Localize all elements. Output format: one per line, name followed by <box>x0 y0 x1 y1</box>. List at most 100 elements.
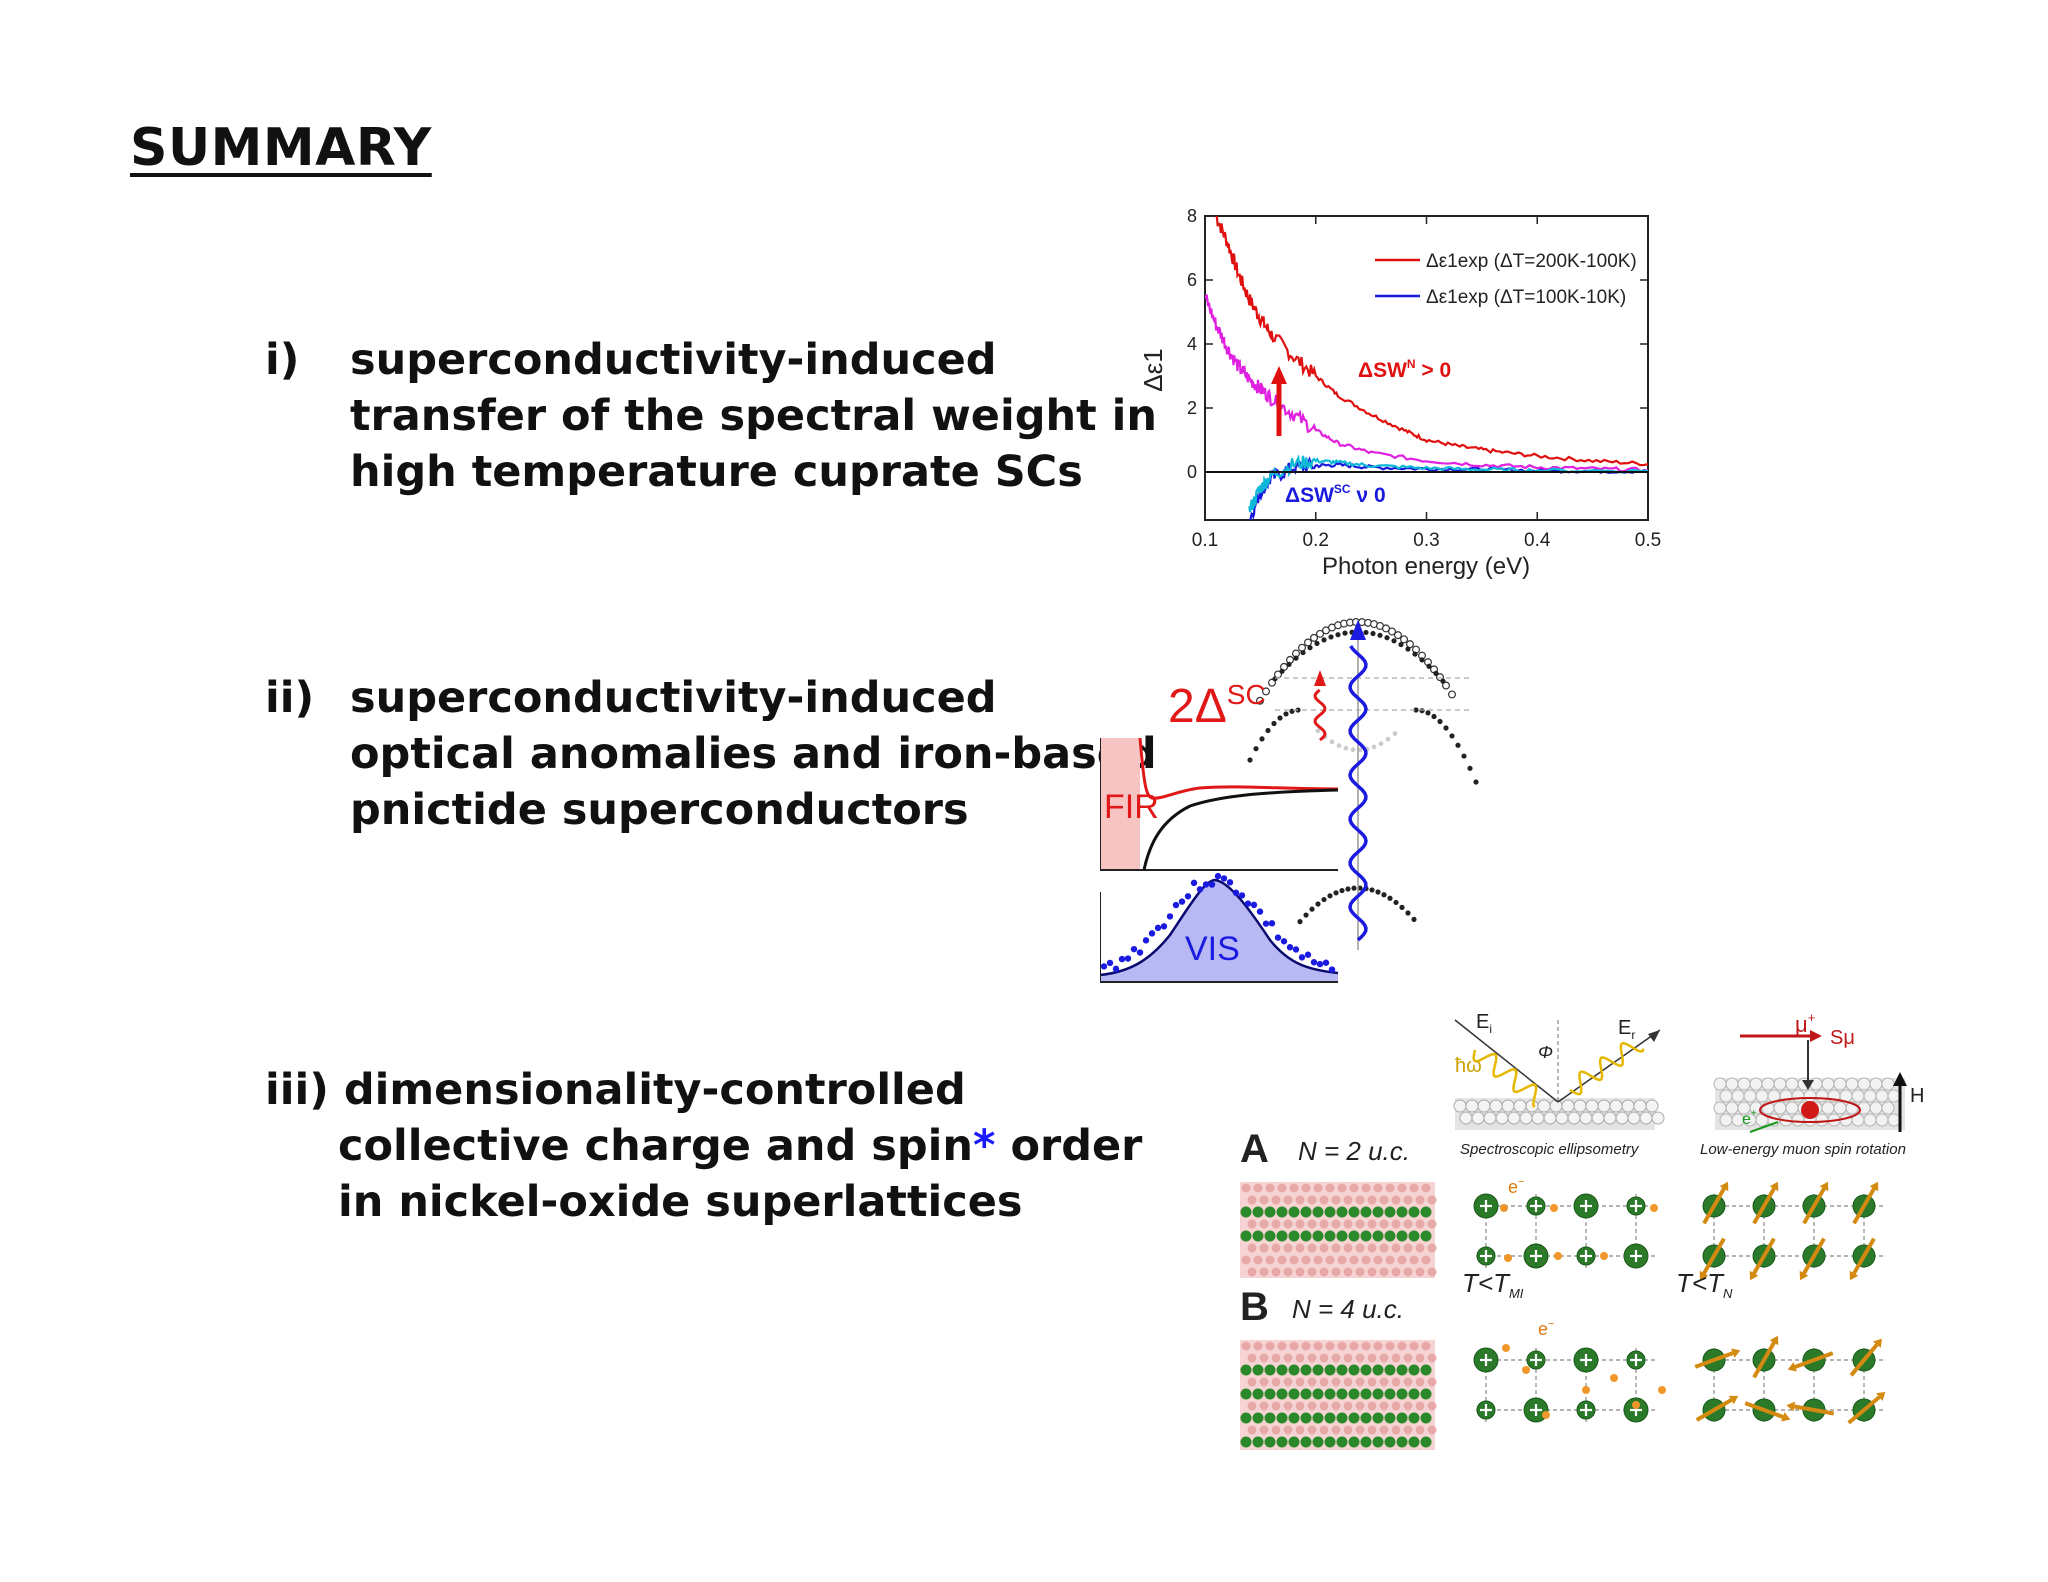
band-dot <box>1329 739 1335 745</box>
electron-label-b: e− <box>1538 1318 1554 1339</box>
band-dot <box>1314 640 1320 647</box>
band-dot <box>1411 916 1417 922</box>
fir-red-curve <box>1138 737 1339 800</box>
vis-fit-curve <box>1100 878 1339 977</box>
band-dot <box>1271 720 1277 727</box>
band-dot <box>1437 718 1443 725</box>
gap-label: 2ΔSC <box>1168 679 1266 733</box>
band-dot <box>1378 741 1384 747</box>
vis-point <box>1262 920 1270 927</box>
y-tick-label: 8 <box>1187 206 1197 226</box>
positron-label: e+ <box>1742 1108 1757 1128</box>
vis-point <box>1328 966 1336 973</box>
y-axis-label: Δε1 <box>1138 348 1168 391</box>
y-tick-label: 6 <box>1187 270 1197 290</box>
band-dot <box>1327 893 1333 899</box>
band-dot <box>1398 641 1404 648</box>
vis-point <box>1142 937 1150 944</box>
band-dot <box>1321 896 1327 903</box>
vis-point <box>1124 955 1132 962</box>
x-tick-label: 0.4 <box>1524 530 1551 551</box>
vis-point <box>1118 955 1126 963</box>
x-axis-label: Photon energy (eV) <box>1322 553 1530 580</box>
item-line: optical anomalies and iron-based <box>350 729 1157 779</box>
band-dot <box>1419 657 1425 663</box>
vis-point <box>1286 944 1294 951</box>
band-dot <box>1369 887 1375 893</box>
annotation-sw-sc: ΔSWSC ν 0 <box>1285 482 1386 507</box>
band-dot <box>1307 645 1313 651</box>
item-line: dimensionality-controlled <box>343 1065 966 1115</box>
x-tick-label: 0.3 <box>1413 530 1439 551</box>
band-dot <box>1310 633 1319 642</box>
muon-schematic: μ+ Sμ H e+ <box>1713 1010 1924 1133</box>
band-dot <box>1342 630 1348 636</box>
x-tick-label: 0.2 <box>1303 530 1329 551</box>
item-line: superconductivity-induced <box>350 335 997 385</box>
band-dot <box>1253 746 1259 752</box>
band-dot <box>1461 753 1467 759</box>
band-dot <box>1449 733 1455 739</box>
vis-point <box>1202 881 1210 888</box>
item-line: pnictide superconductors <box>350 785 969 835</box>
vis-point <box>1148 930 1156 937</box>
band-dot <box>1431 713 1437 720</box>
legend-entry: Δε1exp (ΔT=200K-100K) <box>1426 251 1637 272</box>
band-dot <box>1265 727 1271 734</box>
t-n-label: T<TN <box>1676 1268 1733 1301</box>
vis-point <box>1112 965 1120 973</box>
band-dot <box>1387 895 1393 901</box>
vis-point <box>1190 879 1198 887</box>
band-dot <box>1385 736 1391 742</box>
vis-label: VIS <box>1185 930 1240 968</box>
band-dot <box>1412 651 1418 657</box>
y-tick-label: 4 <box>1187 334 1197 354</box>
item-line: in nickel-oxide superlattices <box>338 1177 1023 1227</box>
red-arrow-head <box>1271 366 1287 384</box>
item-marker: i) <box>265 335 300 385</box>
vis-excitation-arrow <box>1348 645 1368 942</box>
band-dot <box>1381 892 1387 898</box>
e-incident-label: Ei <box>1476 1011 1492 1036</box>
spectral-weight-chart: 0.1 0.2 0.3 0.4 0.5 0 2 4 6 8 Δε1exp (ΔT=200K-100… <box>1138 206 1661 580</box>
slide-title: SUMMARY <box>130 118 432 178</box>
band-dot <box>1440 678 1446 684</box>
panel-a-letter: A <box>1240 1127 1269 1171</box>
vis-point <box>1220 875 1228 882</box>
band-dot <box>1351 885 1357 891</box>
vis-point <box>1154 924 1162 932</box>
vis-shaded-area <box>1100 880 1338 982</box>
ellipsometry-schematic: Ei Er Φ ħω <box>1453 1011 1665 1130</box>
panel-a-label: N = 2 u.c. <box>1298 1136 1410 1166</box>
x-tick-label: 0.1 <box>1192 530 1218 551</box>
field-label: H <box>1910 1085 1924 1107</box>
band-dot <box>1455 742 1461 748</box>
vis-point <box>1298 954 1306 961</box>
ellipsometry-caption: Spectroscopic ellipsometry <box>1460 1141 1640 1158</box>
series-lines <box>1205 216 1648 520</box>
band-dot <box>1336 743 1342 749</box>
muon-caption: Low-energy muon spin rotation <box>1700 1141 1906 1158</box>
vis-point <box>1292 946 1300 953</box>
band-dot <box>1433 670 1439 676</box>
item-marker: ii) <box>265 673 315 723</box>
t-mi-label: T<TMI <box>1462 1268 1524 1301</box>
series-line-2 <box>1205 294 1648 473</box>
hbar-omega-label: ħω <box>1455 1055 1482 1077</box>
phi-label: Φ <box>1538 1042 1553 1062</box>
band-dot <box>1405 910 1411 916</box>
band-dot <box>1375 889 1381 895</box>
band-dot <box>1333 890 1339 896</box>
vis-point <box>1232 889 1240 896</box>
band-dot <box>1363 629 1369 636</box>
vis-point <box>1166 913 1174 920</box>
band-dot <box>1277 715 1283 721</box>
vis-point <box>1310 959 1318 966</box>
nickelate-superlattice-figure: Ei Er Φ ħω Spectroscopic ellipsometry μ+… <box>1240 1010 1924 1450</box>
band-dot <box>1394 631 1403 640</box>
vis-point <box>1274 934 1282 941</box>
band-dot <box>1321 637 1327 643</box>
band-dot <box>1315 728 1321 734</box>
band-dot <box>1384 635 1390 641</box>
band-dot <box>1425 710 1431 716</box>
